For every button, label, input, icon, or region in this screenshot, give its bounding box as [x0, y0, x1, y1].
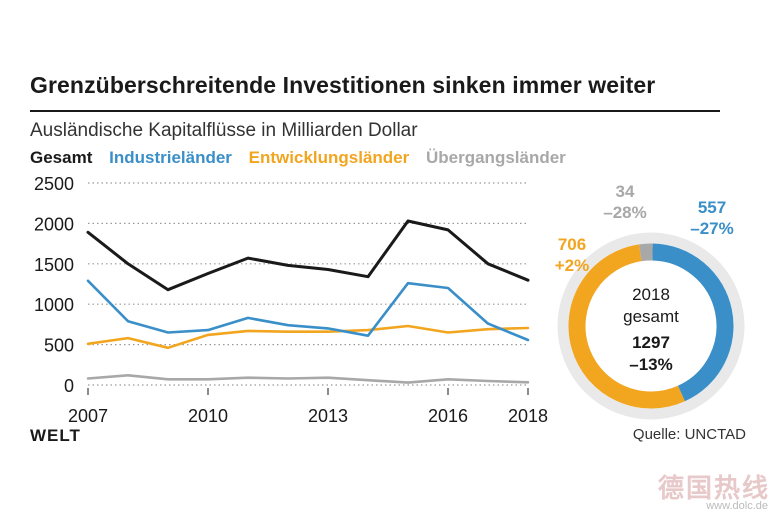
slice-value-label-entwicklung: 706	[558, 235, 586, 254]
legend-entwicklungslaender: Entwicklungsländer	[248, 148, 410, 167]
slice-value-label-uebergang: 34	[616, 182, 635, 201]
legend-gesamt: Gesamt	[30, 148, 93, 167]
donut-slice-industrie	[652, 243, 734, 402]
watermark-url: www.dolc.de	[706, 500, 768, 512]
y-tick-label: 1500	[34, 255, 74, 275]
y-tick-label: 2000	[34, 214, 74, 234]
donut-hole	[589, 264, 713, 388]
slice-value-label-industrie: 557	[698, 198, 726, 217]
series-line-entwicklung	[86, 324, 530, 350]
x-tick-label: 2010	[188, 406, 228, 426]
welt-logo: WELT	[30, 426, 81, 445]
donut-outer-ring	[557, 232, 745, 420]
series-line-gesamt	[86, 219, 530, 292]
slice-change-label-entwicklung: +2%	[555, 256, 590, 275]
x-tick-label: 2013	[308, 406, 348, 426]
chart-subtitle: Ausländische Kapitalflüsse in Milliarden…	[30, 120, 418, 141]
legend: Gesamt Industrieländer Entwicklungslände…	[30, 148, 578, 168]
chart-title: Grenzüberschreitende Investitionen sinke…	[30, 72, 656, 98]
donut-center-sublabel: gesamt	[623, 307, 679, 326]
donut-slice-entwicklung	[568, 244, 685, 409]
y-tick-label: 1000	[34, 295, 74, 315]
legend-industrielaender: Industrieländer	[109, 148, 232, 167]
slice-change-label-industrie: –27%	[690, 219, 733, 238]
series-line-industrie	[86, 279, 530, 342]
donut-center-change: –13%	[629, 355, 672, 374]
watermark-logo: 德国热线	[657, 473, 770, 503]
source-label: Quelle: UNCTAD	[632, 426, 746, 443]
donut-slice-uebergang	[639, 243, 653, 262]
donut-center-year: 2018	[632, 285, 670, 304]
donut-center-total: 1297	[632, 333, 670, 352]
series-line-uebergang	[86, 373, 530, 384]
legend-uebergangslaender: Übergangsländer	[425, 148, 566, 167]
title-rule	[30, 110, 720, 112]
slice-change-label-uebergang: –28%	[603, 203, 646, 222]
y-tick-label: 0	[64, 376, 74, 396]
y-tick-label: 500	[44, 336, 74, 356]
y-tick-label: 2500	[34, 174, 74, 194]
x-tick-label: 2016	[428, 406, 468, 426]
x-tick-label: 2007	[68, 406, 108, 426]
x-tick-label: 2018	[508, 406, 548, 426]
